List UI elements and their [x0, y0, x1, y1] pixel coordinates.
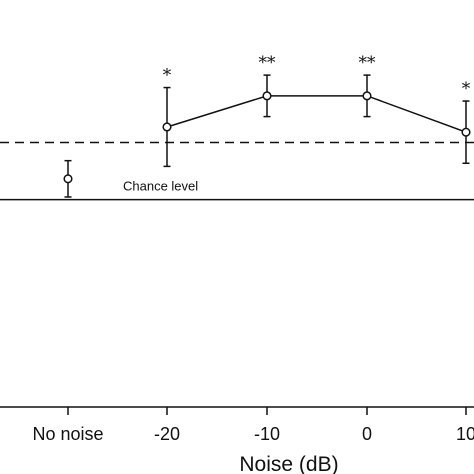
x-tick-label: -20: [154, 424, 180, 444]
series-line: [166, 95, 467, 133]
significance-marker: **: [359, 53, 377, 73]
significance-marker: **: [259, 53, 277, 73]
x-axis-title: Noise (dB): [239, 453, 338, 474]
data-point: [262, 91, 272, 101]
x-ticks: No noise -20 -10 0 10: [32, 407, 474, 444]
x-tick-label: No noise: [32, 424, 103, 444]
data-point: [162, 122, 172, 132]
x-tick-label: 0: [362, 424, 372, 444]
data-point: [362, 91, 372, 101]
significance-marker: *: [163, 66, 172, 86]
reference-lines: [0, 141, 474, 201]
data-point: [461, 127, 471, 137]
x-tick-label: -10: [254, 424, 280, 444]
chance-level-label: Chance level: [123, 179, 198, 194]
series-layer: [63, 74, 471, 198]
labels-layer: Chance level*** ***: [123, 53, 471, 193]
significance-marker: *: [462, 79, 471, 99]
data-point: [63, 174, 73, 184]
x-tick-label: 10: [456, 424, 474, 444]
